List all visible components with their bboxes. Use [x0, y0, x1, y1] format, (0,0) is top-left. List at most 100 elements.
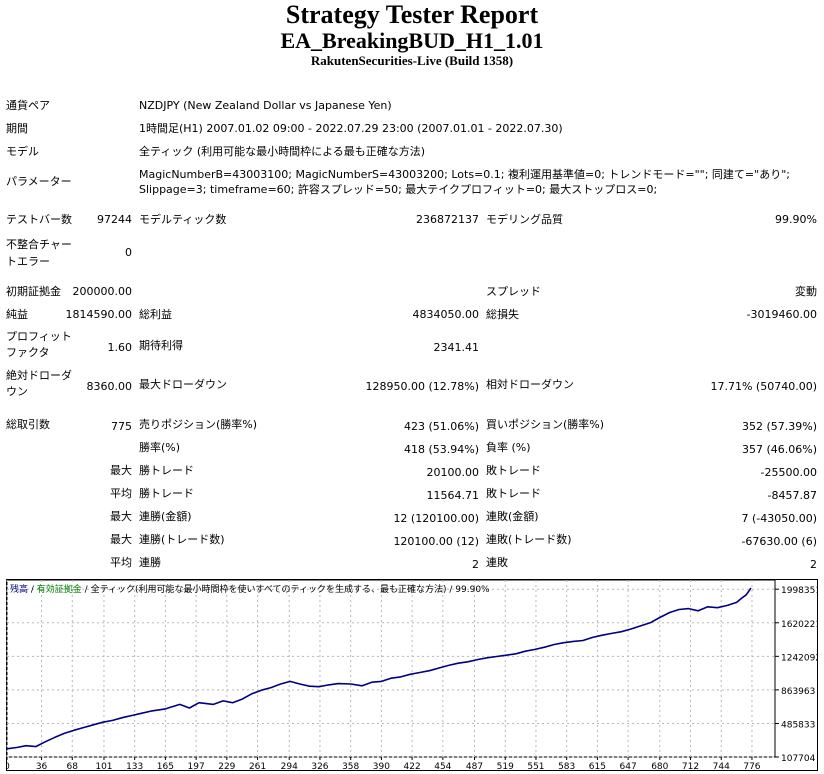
x-tick-label: 551	[527, 762, 544, 771]
largest-prefix: 最大	[110, 464, 132, 477]
average-win-value: 11564.71	[426, 489, 480, 502]
largest-win-value: 20100.00	[426, 466, 480, 479]
x-tick-label: 680	[651, 762, 668, 771]
max-drawdown-value: 128950.00 (12.78%)	[365, 380, 479, 393]
balance-chart: 107704 485833 863963 1242092 1620221 1998351 0…	[6, 579, 818, 771]
avg-cons-prefix: 平均	[110, 556, 132, 569]
report-title: Strategy Tester Report	[285, 0, 539, 29]
x-tick-label: 261	[249, 762, 266, 771]
deposit-label: 初期証拠金	[6, 285, 61, 298]
relative-drawdown-value: 17.71% (50740.00)	[710, 380, 817, 393]
gross-loss-value: -3019460.00	[746, 308, 817, 321]
x-tick-label: 390	[373, 762, 390, 771]
period-label: 期間	[6, 122, 28, 135]
max-cons-amount-prefix: 最大	[110, 510, 132, 523]
x-tick-label: 326	[311, 762, 328, 771]
avg-cons-wins-label: 連勝	[139, 556, 161, 569]
long-positions-value: 352 (57.39%)	[741, 420, 817, 433]
params-label: パラメーター	[6, 175, 72, 188]
x-tick-label: 165	[157, 762, 174, 771]
max-cons-count-prefix: 最大	[110, 533, 132, 546]
avg-cons-wins-value: 2	[472, 558, 479, 571]
expected-payoff-label: 期待利得	[139, 339, 183, 352]
legend-model: 全ティック(利用可能な最小時間枠を使いすべてのティックを生成する、最も正確な方法…	[90, 585, 447, 595]
symbol-label: 通貨ペア	[6, 99, 50, 112]
gross-loss-label: 総損失	[486, 308, 519, 321]
x-tick-label: 744	[713, 762, 730, 771]
x-tick-label: 454	[434, 762, 451, 771]
x-tick-label: 229	[218, 762, 235, 771]
quality-value: 99.90%	[775, 213, 817, 226]
total-trades-label: 総取引数	[6, 418, 50, 431]
loss-rate-value: 357 (46.06%)	[741, 443, 817, 456]
bars-value: 97244	[97, 213, 132, 226]
x-tick-label: 487	[466, 762, 483, 771]
ticks-value: 236872137	[416, 213, 479, 226]
x-tick-label: 422	[404, 762, 421, 771]
max-cons-losses-count-value: -67630.00 (6)	[741, 535, 817, 548]
max-cons-losses-amount-value: 7 (-43050.00)	[741, 512, 817, 525]
y-tick-label: 1242092	[781, 653, 818, 663]
x-tick-label: 776	[743, 762, 760, 771]
ticks-label: モデルティック数	[139, 213, 227, 226]
legend-equity: 有効証拠金	[36, 585, 82, 595]
short-positions-label: 売りポジション(勝率%)	[139, 418, 258, 431]
y-tick-label: 485833	[781, 720, 815, 730]
quality-label: モデリング品質	[486, 213, 563, 226]
profit-factor-value: 1.60	[107, 341, 133, 354]
avg-cons-losses-label: 連敗	[486, 556, 508, 569]
max-cons-losses-amount-label: 連敗(金額)	[486, 510, 539, 523]
y-tick-label: 863963	[781, 687, 815, 697]
symbol-value: NZDJPY (New Zealand Dollar vs Japanese Y…	[139, 99, 392, 112]
largest-loss-value: -25500.00	[760, 466, 817, 479]
legend-quality: 99.90%	[455, 585, 490, 595]
mismatch-value: 0	[125, 246, 132, 259]
net-profit-value: 1814590.00	[65, 308, 132, 321]
x-tick-label: 101	[95, 762, 112, 771]
mismatch-label: 不整合チャートエラー	[6, 238, 72, 268]
x-tick-label: 647	[620, 762, 637, 771]
params-value: MagicNumberB=43003100; MagicNumberS=4300…	[139, 168, 790, 196]
average-loss-value: -8457.87	[767, 489, 817, 502]
win-rate-label: 勝率(%)	[139, 441, 181, 454]
profit-factor-label: プロフィットファクタ	[6, 330, 72, 359]
largest-loss-label: 敗トレード	[486, 464, 541, 477]
model-label: モデル	[6, 145, 39, 158]
long-positions-label: 買いポジション(勝率%)	[486, 418, 605, 431]
spread-label: スプレッド	[486, 285, 541, 298]
x-tick-label: 0	[6, 762, 10, 771]
average-prefix: 平均	[110, 487, 132, 500]
model-value: 全ティック (利用可能な最小時間枠による最も正確な方法)	[139, 145, 426, 158]
legend-balance: 残高	[10, 585, 29, 595]
x-tick-label: 68	[67, 762, 79, 771]
x-tick-label: 197	[188, 762, 205, 771]
y-tick-label: 107704	[781, 754, 816, 764]
average-win-label: 勝トレード	[139, 487, 194, 500]
avg-cons-losses-value: 2	[810, 558, 817, 571]
legend-sep-2: /	[81, 585, 91, 595]
legend-sep-3: /	[446, 585, 456, 595]
loss-rate-label: 負率 (%)	[486, 441, 531, 454]
server-name: RakutenSecurities-Live (Build 1358)	[310, 53, 514, 68]
legend-sep-1: /	[28, 585, 37, 595]
balance-line	[6, 587, 752, 750]
expert-name: EA_BreakingBUD_H1_1.01	[280, 28, 544, 53]
x-tick-label: 133	[126, 762, 143, 771]
expected-payoff-value: 2341.41	[433, 341, 480, 354]
plot-area	[6, 579, 776, 758]
max-cons-wins-amount-label: 連勝(金額)	[139, 510, 192, 523]
x-tick-label: 519	[497, 762, 514, 771]
net-profit-label: 純益	[6, 308, 28, 321]
largest-win-label: 勝トレード	[139, 464, 194, 477]
max-cons-losses-count-label: 連敗(トレード数)	[486, 533, 572, 546]
x-tick-label: 358	[342, 762, 359, 771]
y-tick-label: 1620221	[781, 620, 818, 630]
relative-drawdown-label: 相対ドローダウン	[486, 378, 574, 391]
x-tick-label: 583	[558, 762, 575, 771]
max-cons-wins-count-value: 120100.00 (12)	[393, 535, 479, 548]
max-drawdown-label: 最大ドローダウン	[139, 378, 227, 391]
x-tick-label: 36	[36, 762, 48, 771]
y-tick-label: 1998351	[781, 586, 818, 596]
chart-legend: 残高 / 有効証拠金 / 全ティック(利用可能な最小時間枠を使いすべてのティック…	[10, 582, 490, 595]
max-cons-wins-count-label: 連勝(トレード数)	[139, 533, 225, 546]
